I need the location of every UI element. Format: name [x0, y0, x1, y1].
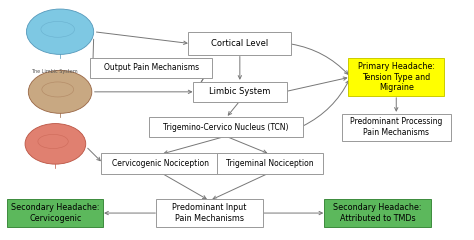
FancyBboxPatch shape — [348, 58, 444, 96]
FancyBboxPatch shape — [156, 199, 263, 227]
FancyBboxPatch shape — [100, 153, 220, 174]
Text: Primary Headache:
Tension Type and
Migraine: Primary Headache: Tension Type and Migra… — [358, 62, 435, 92]
FancyBboxPatch shape — [91, 58, 212, 78]
Text: Secondary Headache:
Cervicogenic: Secondary Headache: Cervicogenic — [11, 203, 100, 223]
Text: Predominant Processing
Pain Mechanisms: Predominant Processing Pain Mechanisms — [350, 117, 442, 137]
Text: Trigemino-Cervico Nucleus (TCN): Trigemino-Cervico Nucleus (TCN) — [163, 123, 289, 132]
Text: Trigeminal Nociception: Trigeminal Nociception — [227, 159, 314, 168]
Ellipse shape — [25, 124, 86, 164]
Ellipse shape — [28, 70, 92, 113]
Text: Cervicogenic Nociception: Cervicogenic Nociception — [112, 159, 209, 168]
FancyBboxPatch shape — [149, 117, 303, 138]
Text: Secondary Headache:
Attributed to TMDs: Secondary Headache: Attributed to TMDs — [333, 203, 422, 223]
FancyBboxPatch shape — [7, 199, 103, 227]
FancyBboxPatch shape — [189, 32, 291, 55]
FancyBboxPatch shape — [342, 114, 451, 141]
Text: Output Pain Mechanisms: Output Pain Mechanisms — [103, 64, 199, 72]
FancyBboxPatch shape — [218, 153, 323, 174]
Ellipse shape — [27, 9, 94, 54]
FancyBboxPatch shape — [324, 199, 431, 227]
Text: Predominant Input
Pain Mechanisms: Predominant Input Pain Mechanisms — [173, 203, 246, 223]
Text: Cortical Level: Cortical Level — [211, 39, 268, 48]
Text: Limbic System: Limbic System — [209, 87, 271, 96]
Text: The Limbic System: The Limbic System — [31, 69, 77, 74]
FancyBboxPatch shape — [193, 82, 286, 102]
